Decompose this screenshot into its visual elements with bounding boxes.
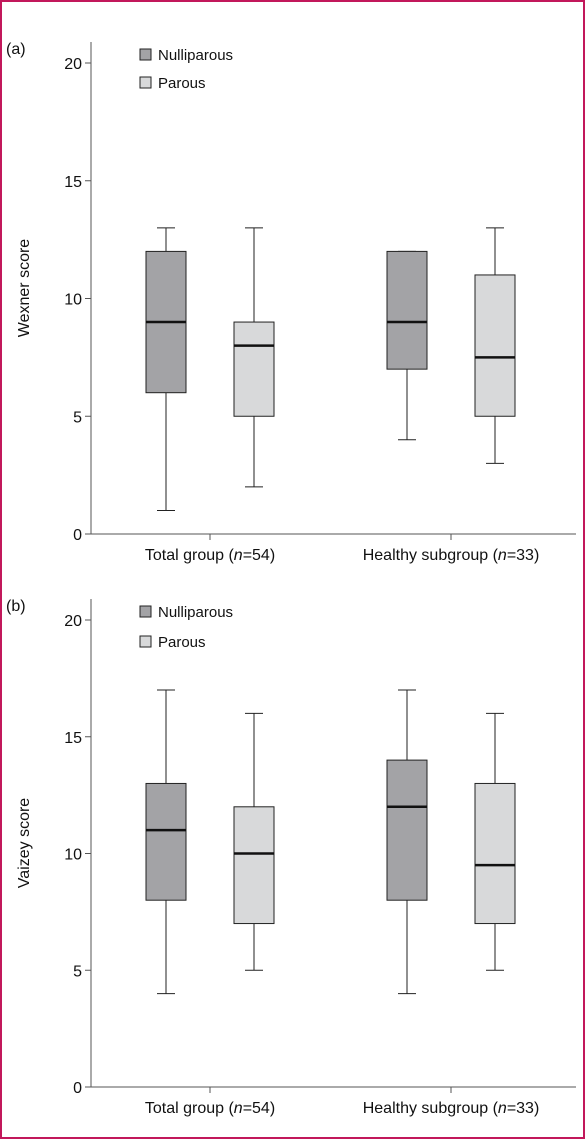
x-tick-label: Healthy subgroup (n=33) [363, 1100, 540, 1117]
panel-b: (b) 0 5 10 15 20 Vaizey score Total group (n=54… [6, 598, 576, 1117]
panel-a: (a) 0 5 10 15 20 Wexner score Total group (n=54… [6, 41, 576, 564]
y-tick-label: 0 [73, 1080, 82, 1097]
y-axis-label: Wexner score [16, 239, 33, 338]
panel-label: (b) [6, 598, 26, 615]
legend-label-parous: Parous [158, 634, 206, 651]
y-tick-label: 0 [73, 527, 82, 544]
legend-swatch-parous [139, 76, 152, 89]
y-axis-label: Vaizey score [16, 798, 33, 889]
y-tick-label: 20 [64, 613, 82, 630]
legend-label-nulliparous: Nulliparous [158, 47, 233, 64]
y-tick-label: 15 [64, 730, 82, 747]
legend-swatch-nulliparous [139, 605, 152, 618]
box-iqr [386, 759, 428, 901]
box-iqr [386, 250, 428, 370]
panel-label: (a) [6, 41, 26, 58]
y-tick-label: 10 [64, 847, 82, 864]
legend-label-parous: Parous [158, 75, 206, 92]
x-tick-label: Total group (n=54) [145, 1100, 275, 1117]
box-iqr [474, 782, 516, 925]
box-parous [474, 227, 516, 464]
y-tick-label: 5 [73, 409, 82, 426]
legend-swatch-nulliparous [139, 48, 152, 61]
box-nulliparous [386, 250, 428, 441]
box-nulliparous [386, 689, 428, 995]
box-iqr [233, 321, 275, 417]
box-nulliparous [145, 689, 187, 995]
box-parous [233, 227, 275, 488]
box-iqr [474, 274, 516, 417]
box-iqr [233, 806, 275, 925]
x-tick-label: Healthy subgroup (n=33) [363, 547, 540, 564]
legend-label-nulliparous: Nulliparous [158, 604, 233, 621]
y-tick-label: 20 [64, 56, 82, 73]
box-nulliparous [145, 227, 187, 511]
y-tick-label: 10 [64, 292, 82, 309]
y-tick-label: 5 [73, 963, 82, 980]
y-tick-label: 15 [64, 174, 82, 191]
box-parous [474, 712, 516, 971]
x-tick-label: Total group (n=54) [145, 547, 275, 564]
legend-swatch-parous [139, 635, 152, 648]
box-parous [233, 712, 275, 971]
box-iqr [145, 782, 187, 901]
